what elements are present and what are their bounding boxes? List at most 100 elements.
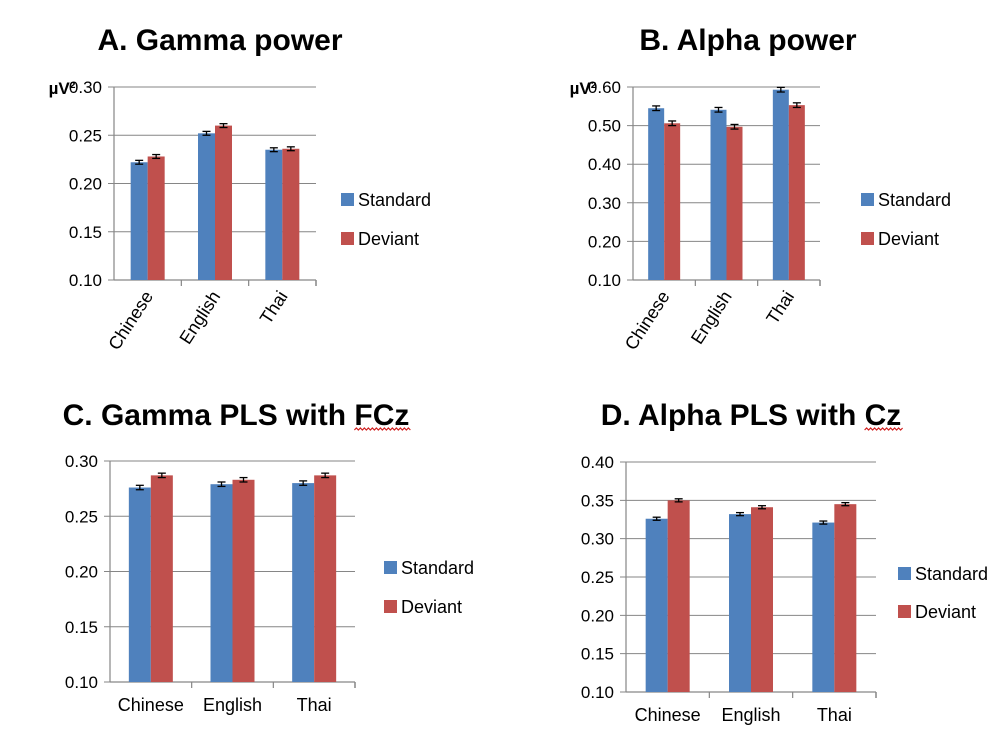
bar-deviant-thai xyxy=(314,475,337,682)
error-bar xyxy=(299,480,308,486)
x-tick-label: Thai xyxy=(297,695,332,715)
legend-swatch xyxy=(384,600,397,613)
y-tick-label: 0.60 xyxy=(588,78,621,97)
spellcheck-underline xyxy=(353,427,411,431)
x-tick-label: English xyxy=(203,695,262,715)
y-tick-label: 0.40 xyxy=(581,453,614,472)
legend-label: Deviant xyxy=(915,602,976,622)
legend-label: Deviant xyxy=(878,229,939,249)
error-bar xyxy=(269,147,278,153)
error-bar xyxy=(652,516,661,521)
legend-item-deviant: Deviant xyxy=(341,229,419,249)
y-tick-label: 0.25 xyxy=(69,126,102,145)
y-tick-label: 0.25 xyxy=(581,568,614,587)
bar-standard-english xyxy=(710,109,727,280)
chart-title: C. Gamma PLS with FCz xyxy=(63,399,410,432)
bar-deviant-english xyxy=(232,479,255,682)
y-tick-label: 0.20 xyxy=(69,175,102,194)
bar-standard-chinese xyxy=(130,162,148,280)
bar-standard-thai xyxy=(292,483,315,682)
bar-deviant-chinese xyxy=(664,123,681,280)
bar-standard-thai xyxy=(772,89,789,281)
legend-item-standard: Standard xyxy=(384,558,474,578)
legend-item-deviant: Deviant xyxy=(384,597,462,617)
bar-standard-english xyxy=(198,133,215,280)
y-tick-label: 0.10 xyxy=(581,683,614,702)
error-bar xyxy=(841,501,850,507)
legend-item-standard: Standard xyxy=(898,564,988,584)
bar-deviant-chinese xyxy=(667,500,690,692)
chart-panel-2: B. Alpha power µV² 0.10 0.20 0.30 0.40 0.50 0.6… xyxy=(570,24,951,354)
spellcheck-underline xyxy=(864,427,904,431)
y-tick-label: 0.30 xyxy=(581,530,614,549)
y-tick-label: 0.10 xyxy=(69,271,102,290)
error-bar xyxy=(736,511,744,517)
y-tick-label: 0.40 xyxy=(588,155,621,174)
legend-swatch xyxy=(341,232,354,245)
error-bar xyxy=(776,86,785,93)
bar-standard-chinese xyxy=(128,487,151,682)
legend-swatch xyxy=(898,567,911,580)
y-tick-label: 0.35 xyxy=(581,491,614,510)
bar-deviant-chinese xyxy=(147,156,165,280)
legend-item-standard: Standard xyxy=(861,190,951,210)
x-tick-label: Thai xyxy=(256,287,292,327)
x-tick-label: Chinese xyxy=(118,695,184,715)
chart-title: B. Alpha power xyxy=(639,24,857,57)
error-bar xyxy=(157,472,166,479)
y-tick-label: 0.15 xyxy=(581,645,614,664)
x-tick-label: English xyxy=(175,287,224,347)
error-bar xyxy=(152,153,161,160)
chart-panel-4: D. Alpha PLS with Cz 0.10 0.15 0.20 0.25 0.30… xyxy=(581,399,988,725)
chart-title: D. Alpha PLS with Cz xyxy=(601,399,902,432)
y-axis-unit-label: µV² xyxy=(49,79,76,98)
y-tick-label: 0.50 xyxy=(588,117,621,136)
y-tick-label: 0.15 xyxy=(65,618,98,637)
y-tick-label: 0.30 xyxy=(588,194,621,213)
y-tick-label: 0.10 xyxy=(588,271,621,290)
x-tick-label: Thai xyxy=(762,287,798,327)
y-tick-label: 0.25 xyxy=(65,507,98,526)
bar-deviant-english xyxy=(726,126,743,281)
bar-deviant-thai xyxy=(834,504,857,692)
x-tick-label: Chinese xyxy=(104,287,157,353)
legend-item-deviant: Deviant xyxy=(861,229,939,249)
error-bar xyxy=(135,484,144,491)
legend-swatch xyxy=(341,193,354,206)
legend-swatch xyxy=(898,605,911,618)
error-bar xyxy=(668,120,677,127)
error-bar xyxy=(135,159,144,165)
y-axis-unit-label: µV² xyxy=(570,79,597,98)
error-bar xyxy=(758,505,766,510)
legend-swatch xyxy=(861,232,874,245)
bar-deviant-chinese xyxy=(150,475,173,682)
legend-label: Standard xyxy=(401,558,474,578)
x-tick-label: Chinese xyxy=(621,287,674,353)
error-bar xyxy=(217,481,226,488)
legend-swatch xyxy=(384,561,397,574)
y-tick-label: 0.20 xyxy=(65,563,98,582)
bar-deviant-thai xyxy=(788,105,805,280)
chart-title: A. Gamma power xyxy=(97,24,342,57)
legend-label: Standard xyxy=(915,564,988,584)
bar-standard-chinese xyxy=(645,518,668,692)
y-tick-label: 0.20 xyxy=(588,232,621,251)
y-tick-label: 0.30 xyxy=(65,452,98,471)
chart-panel-3: C. Gamma PLS with FCz 0.10 0.15 0.20 0.25 0.3… xyxy=(63,399,474,715)
bar-deviant-thai xyxy=(282,148,300,280)
error-bar xyxy=(792,102,801,109)
bar-standard-english xyxy=(210,484,233,682)
error-bar xyxy=(652,105,661,112)
x-tick-label: Chinese xyxy=(635,705,701,725)
error-bar xyxy=(321,472,330,479)
legend-label: Deviant xyxy=(401,597,462,617)
legend-label: Standard xyxy=(878,190,951,210)
bar-standard-thai xyxy=(812,522,835,692)
y-tick-label: 0.30 xyxy=(69,78,102,97)
chart-panel-1: A. Gamma power µV² 0.10 0.15 0.20 0.25 0.30 Chi… xyxy=(49,24,431,354)
bar-standard-english xyxy=(729,514,751,692)
x-tick-label: English xyxy=(687,287,736,347)
y-tick-label: 0.15 xyxy=(69,223,102,242)
bar-deviant-english xyxy=(751,507,773,692)
